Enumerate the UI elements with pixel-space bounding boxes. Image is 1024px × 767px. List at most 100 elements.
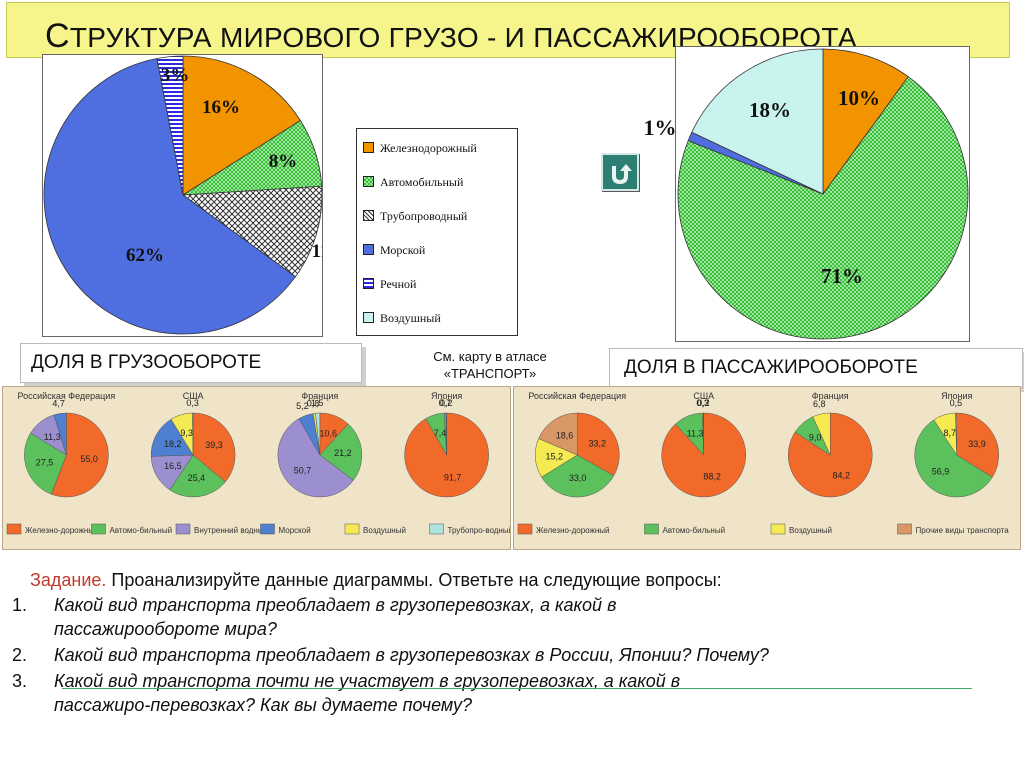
atlas-freight-pie-1-label-3: 18,2 [164,439,182,449]
freight-slice-2 [181,185,322,278]
freight-slice-label-4: 3% [161,65,190,86]
atlas-freight-legend-swatch-2 [175,523,191,535]
question-number: 3. [12,671,28,691]
legend-swatch-2 [363,210,374,221]
atlas-freight-pie-2-slice-5 [315,412,321,456]
atlas-passenger-pie-3-slice-1 [914,419,993,498]
question-line: пассажирообороте мира? [54,619,277,639]
atlas-passenger-legend-label-3: Прочие виды транспорта [916,526,1010,535]
atlas-note-line-1: См. карту в атласе [433,349,547,364]
atlas-freight-pie-1-label-0: 39,3 [205,440,223,450]
atlas-passenger-country-3: Япония [941,391,972,401]
slide-title-first-letter: С [45,17,70,55]
atlas-passenger-legend-label-2: Воздушный [789,526,832,535]
freight-pie-chart: 16% 8% 11% 62% 3% [43,55,322,335]
atlas-freight-pie-3-label-3: 0,2 [440,398,453,408]
atlas-freight-legend-swatch-0 [6,523,22,535]
atlas-passenger-legend-label-0: Железно-дорожный [536,526,610,535]
atlas-freight-charts: Российская Федерация 55,0 27,5 11,3 4,7 США 39… [6,391,513,535]
question-3: 3. Какой вид транспорта почти не участвуе… [12,669,1020,717]
atlas-freight-pie-1-slice-1 [169,454,226,498]
atlas-passenger-legend-label-1: Автомо-бильный [663,526,726,535]
atlas-passenger-pie-3-slice-0 [956,412,999,478]
question-list: 1. Какой вид транспорта преобладает в гру… [12,593,1020,717]
atlas-passenger-pie-1-label-0: 88,2 [703,472,721,482]
freight-slice-label-1: 8% [269,151,298,172]
question-number: 2. [12,645,28,665]
atlas-freight-pie-0-label-2: 11,3 [44,432,61,442]
question-line: Какой вид транспорта преобладает в грузо… [54,645,769,665]
atlas-freight-pie-1-label-4: 9,3 [180,428,193,438]
atlas-freight-legend-swatch-1 [91,523,106,535]
freight-share-label: ДОЛЯ В ГРУЗООБОРОТЕ [20,343,362,383]
atlas-freight-pie-2-label-2: 50,7 [294,465,312,475]
atlas-note: См. карту в атласе «ТРАНСПОРТ» [400,348,580,382]
legend-label-1: Автомобильный [380,175,464,189]
atlas-freight-pie-2-label-3: 5,2 [296,401,309,411]
legend-label-2: Трубопроводный [380,209,468,223]
freight-slice-0 [182,55,301,196]
atlas-passenger-country-0: Российская Федерация [528,391,626,401]
atlas-passenger-pie-1-label-3: 0,2 [697,398,710,408]
legend-label-4: Речной [380,277,417,291]
passenger-slice-0 [822,48,909,196]
atlas-passenger-pie-0-label-3: 18,6 [556,431,574,441]
atlas-freight-country-3: Япония [431,391,462,401]
atlas-freight-pie-1-slice-3 [150,418,194,457]
atlas-note-line-2: «ТРАНСПОРТ» [443,366,537,381]
atlas-freight-pie-2-slice-1 [319,423,363,481]
atlas-passenger-panel: Российская Федерация 33,2 33,0 15,2 18,6 США 8… [513,386,1021,550]
atlas-freight-pie-0-slice-1 [24,432,67,495]
passenger-slice-label-3: 18% [749,98,791,122]
atlas-passenger-pie-0-label-0: 33,2 [588,438,606,448]
freight-slice-3 [43,57,297,335]
legend-label-3: Морской [380,243,426,257]
atlas-freight-pie-0-label-3: 4,7 [52,399,65,409]
atlas-freight-pie-2-label-1: 21,2 [334,448,352,458]
passenger-share-label: ДОЛЯ В ПАССАЖИРООБОРОТЕ [609,348,1023,388]
atlas-freight-pie-3-label-0: 91,7 [444,472,462,482]
freight-slice-label-0: 16% [202,97,240,118]
legend-swatch-5 [363,312,374,323]
atlas-freight-legend-swatch-4 [344,523,360,535]
return-arrow-icon [612,164,632,185]
atlas-freight-pie-0-slice-0 [50,412,109,498]
passenger-slice-label-sea: 1% [644,115,677,140]
atlas-passenger-pie-0-label-1: 33,0 [569,473,587,483]
atlas-passenger-legend-swatch-0 [517,523,533,535]
atlas-freight-legend-label-0: Железно-дорожный [25,526,99,535]
legend-label-5: Воздушный [380,311,441,325]
atlas-passenger-pie-3-label-3: 0,5 [950,398,963,408]
passenger-chart-box: 10% 71% 18% [675,46,970,342]
return-button[interactable] [601,153,639,191]
atlas-freight-pie-1-label-2: 16,5 [164,461,182,471]
atlas-freight-pie-2-label-5: 1,5 [311,398,324,408]
atlas-freight-country-1: США [183,391,204,401]
passenger-slice-label-1: 71% [821,264,863,288]
legend-swatch-3 [363,244,374,255]
atlas-freight-pie-3-label-1: 7,4 [434,428,447,438]
legend-swatch-0 [363,142,374,153]
legend-item-3: Морской [363,243,425,261]
atlas-passenger-pie-2-slice-2 [812,412,831,456]
legend-item-0: Железнодорожный [363,141,477,159]
question-number: 1. [12,595,28,615]
atlas-freight-pie-2-label-0: 10,6 [319,428,337,438]
atlas-passenger-pie-1-slice-3 [702,412,704,456]
passenger-pie-chart: 10% 71% 18% [677,48,969,340]
atlas-freight-legend-label-2: Внутренний водный [194,526,268,535]
atlas-passenger-legend-swatch-2 [770,523,786,535]
atlas-passenger-legend-swatch-1 [644,523,659,535]
atlas-passenger-legend-swatch-3 [897,523,912,535]
legend-swatch-1 [363,176,374,187]
passenger-slice-3 [691,48,824,195]
atlas-freight-pie-3-label-2: 0,7 [439,398,452,408]
atlas-freight-pie-2-slice-2 [277,418,354,498]
atlas-freight-legend-swatch-3 [260,523,275,535]
question-line: пассажиро-перевозках? Как вы думаете поч… [54,695,473,715]
atlas-passenger-pie-3-label-0: 33,9 [968,439,986,449]
atlas-freight-panel: Российская Федерация 55,0 27,5 11,3 4,7 США 39… [2,386,513,550]
task-text: Проанализируйте данные диаграммы. Ответь… [111,570,722,590]
atlas-freight-legend-label-4: Воздушный [363,526,406,535]
passenger-slice-label-0: 10% [838,86,880,110]
